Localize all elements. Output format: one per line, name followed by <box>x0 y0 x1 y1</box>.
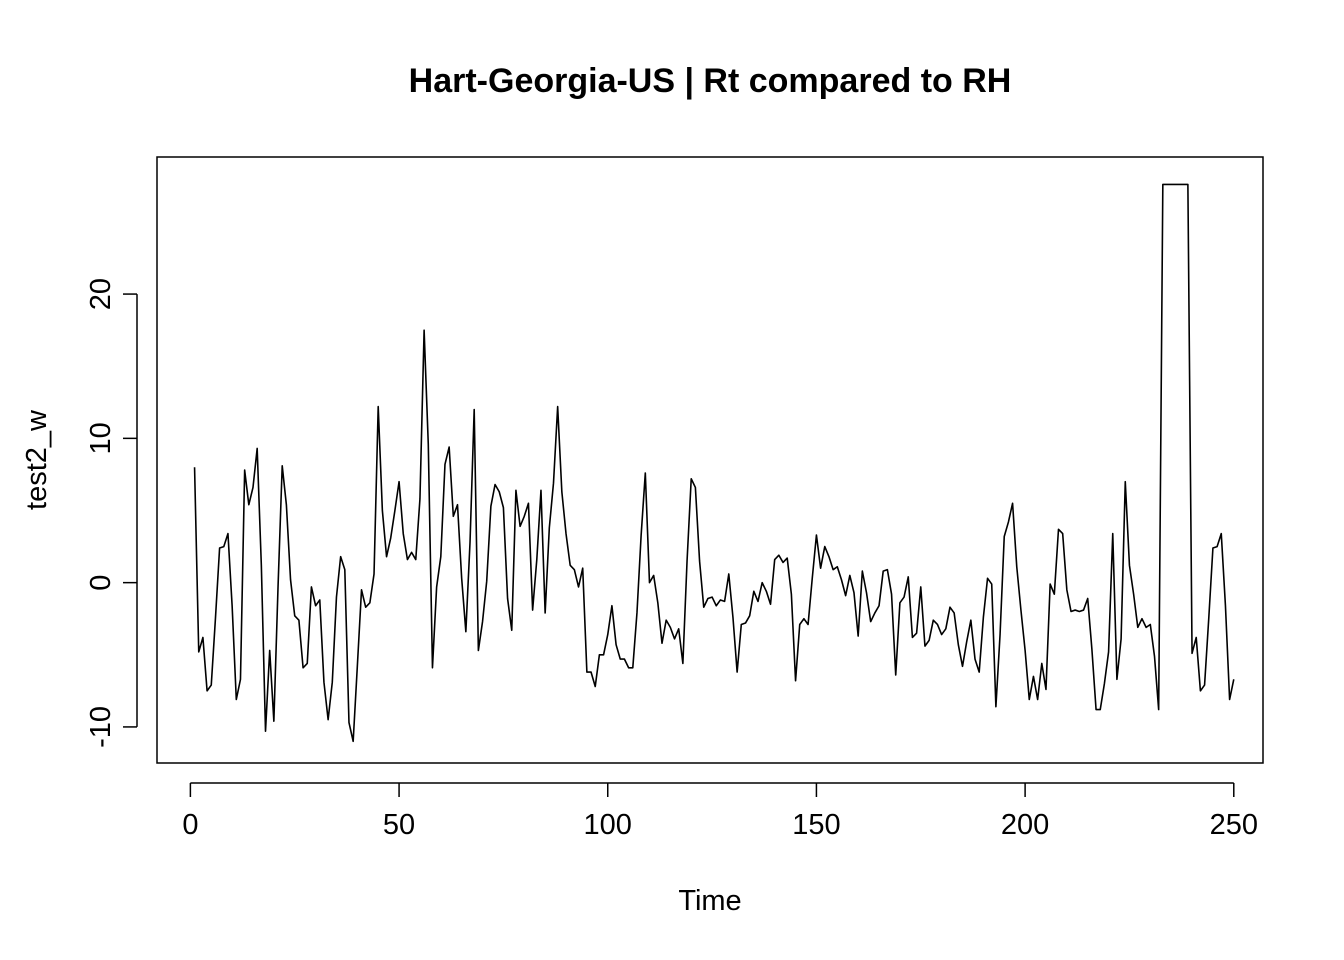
y-axis-label: test2_w <box>21 409 53 510</box>
chart-title: Hart-Georgia-US | Rt compared to RH <box>409 62 1012 100</box>
series-line <box>193 183 1235 743</box>
y-tick-label: 0 <box>85 575 117 591</box>
y-tick-label: 10 <box>85 422 117 454</box>
y-tick-label: 20 <box>85 278 117 310</box>
x-tick-label: 0 <box>182 809 198 841</box>
x-tick-label: 50 <box>383 809 415 841</box>
x-tick-label: 250 <box>1210 809 1258 841</box>
y-axis: -10 0 10 20 <box>85 278 138 748</box>
x-tick-label: 200 <box>1001 809 1049 841</box>
x-tick-label: 100 <box>584 809 632 841</box>
plot-frame <box>156 156 1264 764</box>
x-axis: 0 50 100 150 200 250 <box>182 782 1258 841</box>
y-tick-label: -10 <box>85 706 117 748</box>
x-tick-label: 150 <box>792 809 840 841</box>
x-axis-label: Time <box>678 885 741 917</box>
